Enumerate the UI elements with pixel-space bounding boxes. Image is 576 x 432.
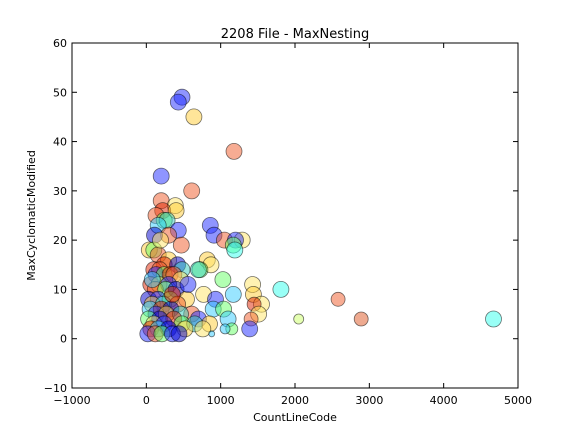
data-point [485,310,502,328]
data-point [172,236,190,254]
data-point [214,271,232,289]
y-tick-label: 20 [53,234,67,247]
data-point [224,285,242,303]
points-layer [139,88,502,343]
chart-title: 2208 File - MaxNesting [221,27,370,42]
data-point [330,291,346,307]
data-point [143,271,161,289]
data-point [152,167,170,185]
data-point [225,142,243,160]
x-tick-label: 1000 [207,394,235,407]
data-point [169,93,187,111]
y-tick-label: 30 [53,185,67,198]
data-point [241,320,259,338]
x-tick-label: 5000 [504,394,532,407]
x-tick-label: 4000 [430,394,458,407]
x-axis: −1000 0 1000 2000 3000 4000 5000 [53,43,532,407]
y-axis-label: MaxCyclomaticModified [25,150,38,281]
data-point [208,330,216,338]
plot-frame [71,42,519,389]
data-point [152,231,169,249]
data-point [293,313,305,325]
data-point [179,276,197,293]
y-tick-label: 40 [53,136,67,149]
data-point [353,311,369,327]
data-point [219,323,231,335]
data-point [194,320,212,338]
data-point [183,182,201,200]
data-point [272,280,290,298]
y-tick-label: −10 [44,382,67,395]
x-axis-label: CountLineCode [253,411,337,424]
data-point [163,285,181,303]
y-tick-label: 50 [53,86,67,99]
y-tick-label: 60 [53,37,67,50]
data-point [189,261,207,279]
y-axis: −10 0 10 20 30 40 50 60 [44,37,518,395]
y-tick-label: 0 [60,333,67,346]
x-tick-label: −1000 [53,394,90,407]
data-point [226,241,244,259]
x-tick-label: 3000 [355,394,383,407]
y-tick-label: 10 [53,283,67,296]
x-tick-label: 2000 [281,394,309,407]
data-point [170,325,188,343]
x-tick-label: 0 [143,394,150,407]
data-point [185,108,203,126]
